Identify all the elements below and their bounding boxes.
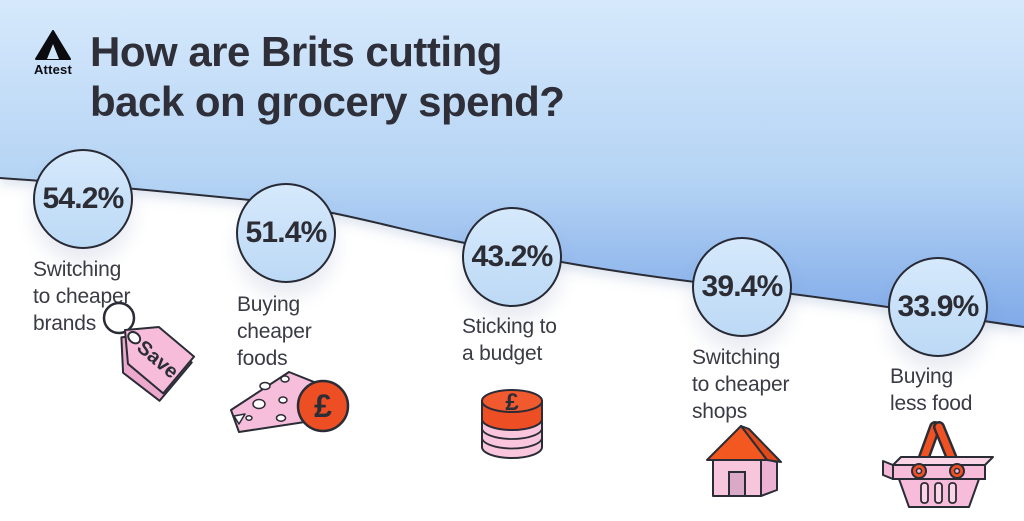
stat-bubble: 43.2% [462,207,562,307]
stat-bubble: 39.4% [692,237,792,337]
house-icon [706,425,782,497]
tag-ring-icon [102,301,136,335]
stat-label: Sticking to a budget [462,315,557,365]
stat-percent: 39.4% [701,270,783,303]
cheese-pound-icon: £ [230,371,350,433]
stat-percent: 43.2% [471,240,553,273]
stat-percent: 33.9% [897,290,979,323]
stat-bubble: 51.4% [236,183,336,283]
stat-bubble: 54.2% [33,149,133,249]
stat-percent: 54.2% [42,182,124,215]
shopping-basket-icon [882,421,994,508]
price-tag-icon: Save [102,301,196,402]
stat-percent: 51.4% [245,216,327,249]
stat-label: Switching to cheaper brands [33,258,131,335]
pound-symbol: £ [505,389,519,416]
attest-logo-text: Attest [33,62,73,77]
page-title-line2: back on grocery spend? [90,78,565,125]
stat-bubble: 33.9% [888,257,988,357]
pound-symbol: £ [314,388,332,424]
page-title-line1: How are Brits cutting [90,28,502,75]
attest-logo: Attest [30,30,76,77]
stat-label: Buying less food [890,365,973,415]
stat-label: Buying cheaper foods [237,293,312,370]
stat-label: Switching to cheaper shops [692,346,790,423]
page-title: How are Brits cutting back on grocery sp… [90,27,565,127]
coin-stack-icon: £ [481,389,543,459]
attest-logo-icon [35,30,71,60]
